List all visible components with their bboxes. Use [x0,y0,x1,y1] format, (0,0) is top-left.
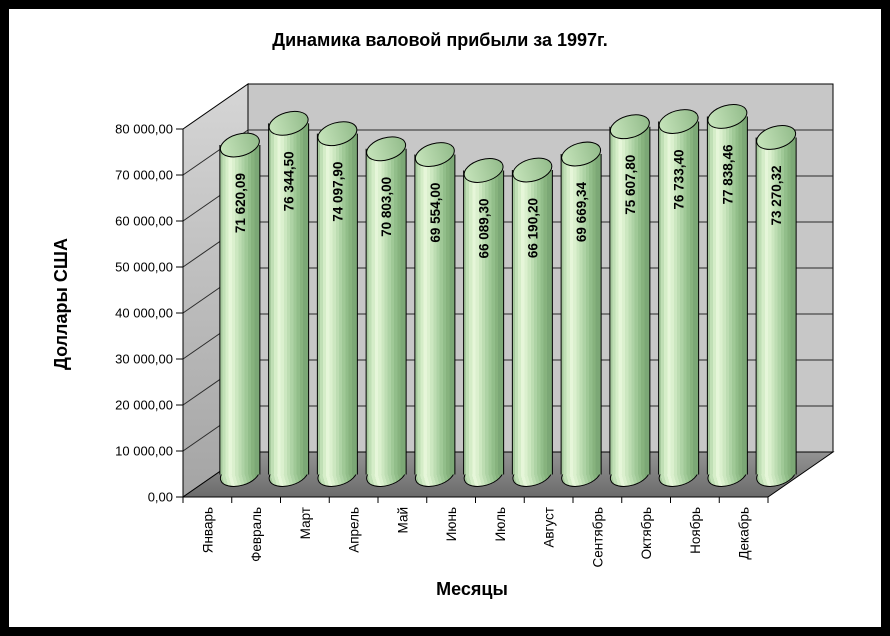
bar-value-label: 69 554,00 [428,183,443,243]
bar-value-label: 76 733,40 [672,150,687,210]
x-category-label: Январь [200,507,215,553]
bar-top-cap [707,104,748,129]
bar-body [512,170,553,475]
bar-body-edges [365,148,407,475]
bar-body [219,145,260,475]
bar-body-edges [609,126,651,475]
bar-cylinder: 69 669,34 [560,141,602,487]
bar-cylinder: 77 838,46 [706,104,748,487]
bar-body-edges [316,133,358,475]
x-category-label: Сентябрь [590,507,605,567]
y-tick-label: 20 000,00 [115,398,173,413]
y-axis-title: Доллары США [51,238,71,370]
bar-body-edges [755,137,797,475]
x-axis-title: Месяцы [436,579,508,599]
bar-cylinder: 70 803,00 [365,136,407,487]
bar-cylinder: 66 190,20 [511,157,553,487]
bar-top-cap [219,132,260,158]
bar-cylinder: 76 344,50 [268,110,310,487]
x-category-label: Июль [493,507,508,541]
bar-cylinder: 71 620,09 [219,132,261,487]
bar-value-label: 77 838,46 [720,144,735,205]
bar-cylinder: 76 733,40 [658,109,700,487]
x-category-label: Декабрь [737,507,752,560]
y-tick-label: 50 000,00 [115,260,173,275]
bar-top-cap [658,109,699,134]
bar-cylinder: 69 554,00 [414,142,456,487]
y-tick-label: 70 000,00 [115,168,173,183]
x-category-label: Март [298,507,313,539]
x-category-label: Ноябрь [688,507,703,554]
bar-body [414,154,455,475]
x-category-label: Июнь [444,507,459,541]
bar-body-edges [219,145,261,475]
bar-top-cap [561,141,602,167]
y-tick-label: 0,00 [148,490,173,505]
bar-body [609,126,650,475]
y-tick-label: 10 000,00 [115,444,173,459]
y-tick-label: 80 000,00 [115,122,173,137]
bar-value-label: 71 620,09 [233,173,248,233]
bar-value-label: 73 270,32 [769,165,784,225]
bar-body-edges [511,170,553,475]
x-category-label: Октябрь [639,507,654,559]
x-category-label: Апрель [347,507,362,553]
bar-top-cap [366,136,407,162]
bar-top-cap [512,157,553,183]
bar-body [366,148,407,475]
bar-body [463,170,504,475]
bar-body-edges [560,154,602,475]
bar-cylinder: 66 089,30 [463,158,505,487]
x-category-label: Август [542,507,557,548]
bar-value-label: 70 803,00 [379,177,394,237]
bar-body [707,116,748,475]
bar-body-edges [268,123,310,475]
bar-body-edges [463,170,505,475]
bar-top-cap [463,158,504,183]
bar-body [658,121,699,475]
y-tick-label: 40 000,00 [115,306,173,321]
bar-value-label: 75 607,80 [623,155,638,215]
bar-value-label: 74 097,90 [330,162,345,222]
bar-cylinder: 74 097,90 [316,121,358,487]
bar-top-cap [414,142,455,167]
bar-body [317,133,358,475]
bar-value-label: 66 089,30 [477,198,492,258]
y-tick-label: 30 000,00 [115,352,173,367]
bar-cylinder: 75 607,80 [609,114,651,487]
bar-body [561,154,602,475]
bar-body [268,123,309,475]
bar-body-edges [414,154,456,475]
bar-value-label: 69 669,34 [574,182,589,243]
y-tick-label: 60 000,00 [115,214,173,229]
chart-title: Динамика валовой прибыли за 1997г. [272,30,607,50]
bar-top-cap [609,114,650,140]
bar-value-label: 66 190,20 [525,198,540,258]
bar-top-cap [756,125,797,150]
bar-body [756,137,797,475]
bar-top-cap [268,110,309,136]
bar-top-cap [317,121,358,147]
bar-body-edges [706,116,748,475]
x-category-label: Май [395,507,410,533]
x-category-label: Февраль [249,507,264,562]
bar-body-edges [658,121,700,475]
bar-cylinder: 73 270,32 [755,125,797,487]
bar-value-label: 76 344,50 [282,151,297,211]
